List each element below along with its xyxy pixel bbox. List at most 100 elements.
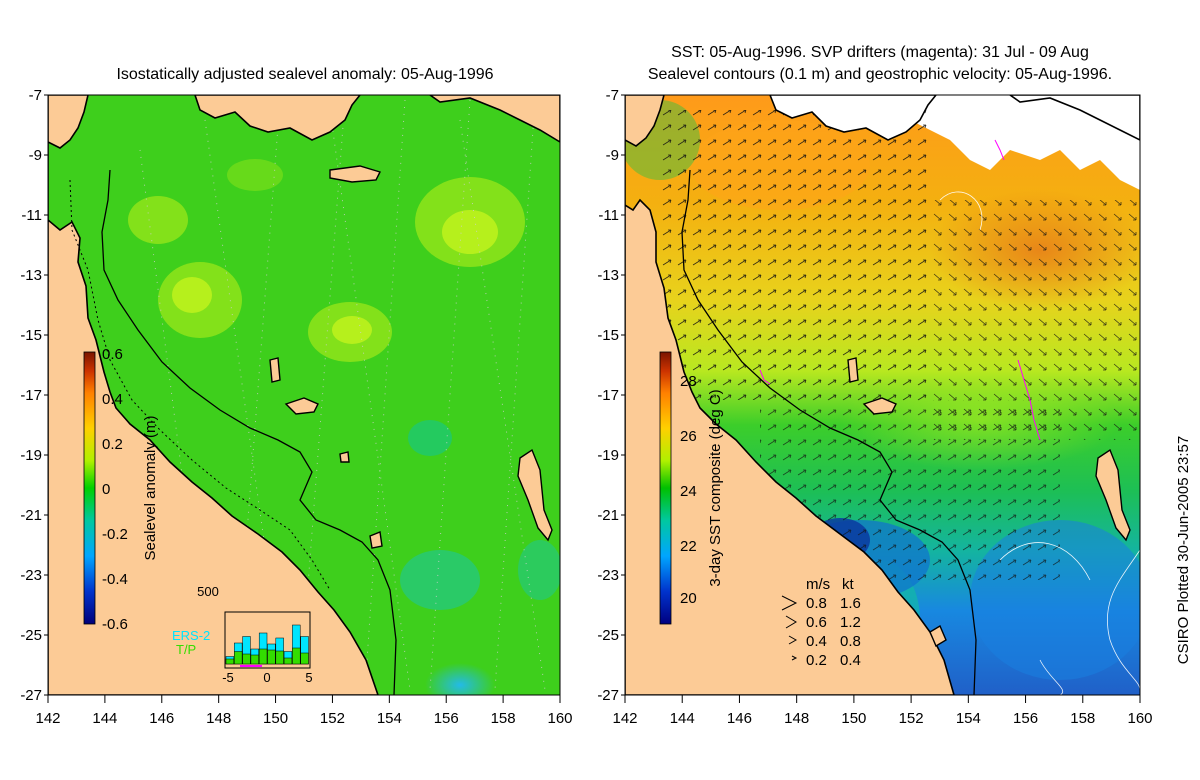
axes-labels: 142 144 146 148 150 152 154 156 158 160 -7 -9 -11 -13… <box>20 87 1152 727</box>
inset-bar-tp <box>258 648 268 665</box>
right-cloud-mask <box>900 95 1140 190</box>
longitude-tick-label: 146 <box>149 710 174 727</box>
left-shelf-contour <box>101 169 397 695</box>
left-islands <box>269 165 553 549</box>
longitude-tick-label: 154 <box>956 710 981 727</box>
longitude-tick-label: 154 <box>377 710 402 727</box>
right-map-title-line2: Sealevel contours (0.1 m) and geostrophi… <box>648 66 1112 83</box>
inset-x-tick: 0 <box>263 670 270 685</box>
latitude-tick-label: -17 <box>597 387 619 404</box>
right-new-guinea-east <box>1008 95 1140 141</box>
right-colorbar-tick: 26 <box>680 428 697 445</box>
inset-frame <box>224 611 311 669</box>
left-colorbar-label: Sealevel anomaly (m) <box>142 415 159 560</box>
latitude-tick-label: -19 <box>20 447 42 464</box>
longitude-tick-label: 148 <box>784 710 809 727</box>
left-colorbar-tick: 0 <box>102 481 110 498</box>
longitude-tick-label: 144 <box>92 710 117 727</box>
latitude-tick-label: -23 <box>20 567 42 584</box>
inset-bar-tp <box>242 653 251 665</box>
longitude-tick-label: 142 <box>612 710 637 727</box>
inset-bar-tp <box>292 647 301 665</box>
left-colorbar-tick: -0.4 <box>102 571 128 588</box>
latitude-tick-label: -19 <box>597 447 619 464</box>
left-new-guinea-east <box>428 95 560 143</box>
inset-ymax-label: 500 <box>197 584 219 599</box>
right-colorbar-tick: 28 <box>680 373 697 390</box>
latitude-tick-label: -27 <box>20 687 42 704</box>
inset-bar-tp <box>234 651 243 665</box>
inset-x-tick: 5 <box>305 670 312 685</box>
latitude-tick-label: -11 <box>598 207 619 224</box>
left-colorbar: 0.6 0.4 0.2 0 -0.2 -0.4 -0.6 Sealevel an… <box>83 346 159 633</box>
right-colorbar-tick: 20 <box>680 590 697 607</box>
longitude-tick-label: 156 <box>1013 710 1038 727</box>
left-inset-histogram: 500 ERS-2 T/P -5 0 5 <box>172 584 313 685</box>
right-colorbar-bar <box>659 351 672 625</box>
longitude-tick-label: 160 <box>547 710 572 727</box>
longitude-tick-label: 152 <box>320 710 345 727</box>
credit-label: CSIRO Plotted 30-Jun-2005 23:57 <box>1175 436 1192 664</box>
latitude-tick-label: -17 <box>20 387 42 404</box>
longitude-tick-label: 160 <box>1127 710 1152 727</box>
longitude-tick-label: 148 <box>206 710 231 727</box>
left-map-title: Isostatically adjusted sealevel anomaly:… <box>116 66 493 83</box>
left-cape-york <box>48 95 89 149</box>
right-drifter-tracks <box>759 139 1041 441</box>
latitude-tick-label: -21 <box>597 507 619 524</box>
latitude-tick-label: -15 <box>20 327 42 344</box>
longitude-tick-label: 142 <box>35 710 60 727</box>
latitude-tick-label: -25 <box>597 627 619 644</box>
velocity-legend-kt: 0.8 <box>840 633 861 650</box>
right-islands <box>847 357 1131 648</box>
longitude-tick-label: 144 <box>670 710 695 727</box>
velocity-legend-ms: 0.8 <box>806 595 827 612</box>
right-sealevel-contours <box>939 191 1140 695</box>
inset-bar-tp <box>250 654 259 665</box>
longitude-tick-label: 146 <box>727 710 752 727</box>
inset-bar-tp <box>267 649 276 665</box>
longitude-tick-label: 158 <box>1070 710 1095 727</box>
left-new-guinea <box>194 95 362 141</box>
left-colorbar-tick: 0.4 <box>102 391 123 408</box>
latitude-tick-label: -7 <box>606 87 619 104</box>
velocity-legend-header-kt: kt <box>842 576 855 593</box>
inset-legend-ers2: ERS-2 <box>172 628 210 643</box>
latitude-tick-label: -21 <box>20 507 42 524</box>
longitude-tick-label: 150 <box>263 710 288 727</box>
right-velocity-field-a <box>660 110 930 400</box>
latitude-tick-label: -13 <box>597 267 619 284</box>
inset-x-tick: -5 <box>222 670 234 685</box>
longitude-tick-label: 158 <box>491 710 516 727</box>
latitude-tick-label: -9 <box>29 147 42 164</box>
right-colorbar-label: 3-day SST composite (deg C) <box>707 389 724 586</box>
latitude-tick-label: -15 <box>597 327 619 344</box>
inset-bar-tp <box>283 657 293 665</box>
left-satellite-tracks <box>139 99 546 691</box>
latitude-tick-label: -9 <box>606 147 619 164</box>
velocity-legend-ms: 0.2 <box>806 652 827 669</box>
right-colorbar-tick: 24 <box>680 483 697 500</box>
velocity-legend-kt: 1.6 <box>840 595 861 612</box>
latitude-tick-label: -11 <box>21 207 42 224</box>
velocity-legend-ms: 0.4 <box>806 633 827 650</box>
velocity-legend-kt: 0.4 <box>840 652 861 669</box>
longitude-tick-label: 152 <box>899 710 924 727</box>
left-colorbar-tick: 0.2 <box>102 436 123 453</box>
right-shelf-contour <box>681 169 977 695</box>
velocity-legend-arrows <box>781 595 798 661</box>
inset-legend-tp: T/P <box>176 642 196 657</box>
inset-bars <box>225 624 309 665</box>
inset-bar-tp <box>275 650 284 665</box>
left-colorbar-tick: -0.2 <box>102 526 128 543</box>
left-colorbar-bar <box>83 351 96 625</box>
velocity-legend-ms: 0.6 <box>806 614 827 631</box>
latitude-tick-label: -13 <box>20 267 42 284</box>
right-new-guinea <box>769 95 938 141</box>
right-colorbar: 28 26 24 22 20 3-day SST composite (deg … <box>659 351 724 625</box>
velocity-legend-kt: 1.2 <box>840 614 861 631</box>
latitude-tick-label: -25 <box>20 627 42 644</box>
longitude-tick-label: 150 <box>841 710 866 727</box>
velocity-legend: m/s kt 0.8 1.6 0.6 1.2 0.4 0.8 0.2 0.4 <box>781 576 861 669</box>
latitude-tick-label: -27 <box>597 687 619 704</box>
